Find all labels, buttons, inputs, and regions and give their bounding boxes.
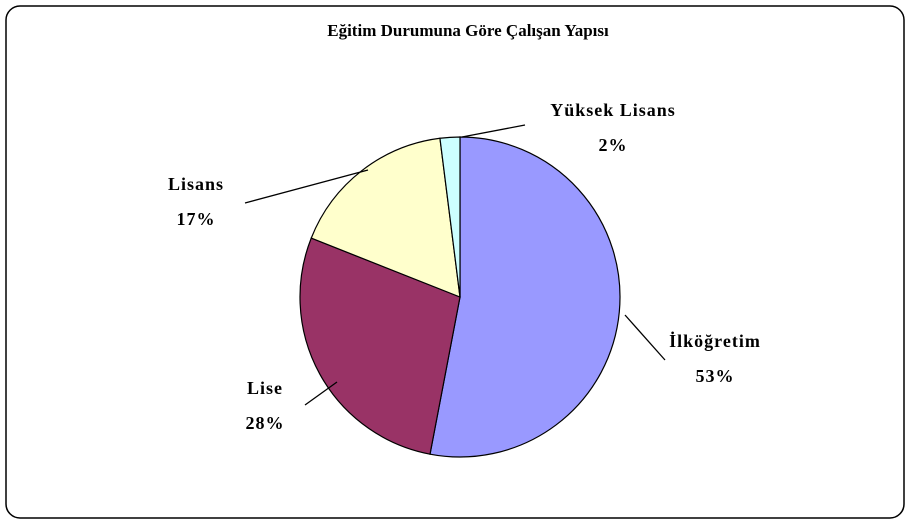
pie-slice xyxy=(299,237,461,455)
slice-label: Lisans xyxy=(168,174,224,194)
leader-line xyxy=(304,381,338,406)
leader-line xyxy=(624,314,666,361)
pie-slice xyxy=(310,137,461,298)
chart-title: Eğitim Durumuna Göre Çalışan Yapısı xyxy=(327,21,609,40)
slice-value-label: 2% xyxy=(599,135,628,155)
leader-line xyxy=(244,169,369,204)
slice-label: Yüksek Lisans xyxy=(550,100,676,120)
slice-value-label: 28% xyxy=(246,413,285,433)
pie-slice xyxy=(429,136,621,458)
leader-line xyxy=(461,124,526,138)
slice-value-label: 53% xyxy=(696,366,735,386)
slice-value-label: 17% xyxy=(177,209,216,229)
slice-label: İlköğretim xyxy=(669,331,761,351)
pie-slice xyxy=(439,136,461,298)
slice-label: Lise xyxy=(247,378,283,398)
